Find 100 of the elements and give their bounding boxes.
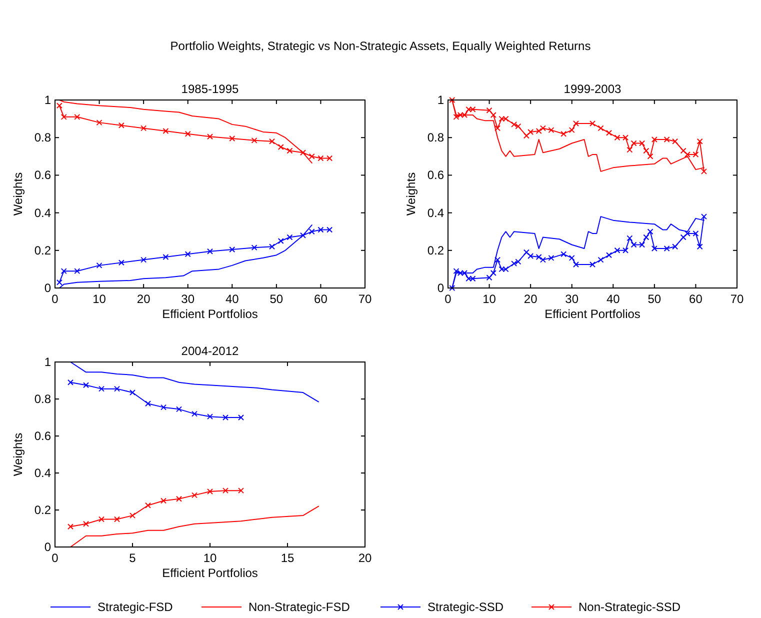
y-tick-label: 0.8: [34, 130, 52, 145]
y-tick-label: 1: [437, 93, 444, 107]
point: [626, 235, 633, 242]
point: [453, 268, 460, 274]
point: [511, 121, 518, 128]
point: [672, 244, 678, 250]
point: [548, 254, 554, 261]
line-series: [70, 362, 319, 402]
point: [269, 138, 275, 144]
x-tick-label: 60: [314, 292, 328, 306]
point: [684, 152, 690, 158]
y-tick-label: 1: [44, 355, 52, 369]
point: [614, 247, 620, 254]
y-tick-label: 0: [437, 281, 444, 295]
point: [96, 120, 102, 126]
y-tick-label: 0.4: [427, 206, 444, 220]
point: [523, 249, 530, 256]
point: [536, 128, 542, 134]
point: [449, 97, 456, 103]
point: [523, 132, 530, 139]
legend-label: Non-Strategic-FSD: [248, 600, 350, 614]
point: [511, 260, 518, 267]
point: [207, 414, 213, 420]
point: [568, 254, 575, 261]
point: [114, 386, 120, 392]
point: [572, 262, 579, 268]
point: [74, 268, 80, 274]
point: [630, 242, 637, 248]
point: [692, 230, 699, 236]
point: [498, 266, 505, 272]
y-tick-label: 0.8: [427, 130, 444, 145]
x-tick-label: 50: [270, 292, 284, 306]
x-axis-title: Efficient Portfolios: [162, 566, 258, 580]
x-tick-label: 70: [730, 292, 744, 306]
point: [56, 102, 62, 109]
point: [176, 496, 182, 502]
point: [453, 114, 460, 120]
point: [540, 256, 546, 263]
point: [145, 400, 151, 407]
point: [643, 148, 650, 154]
point: [647, 228, 654, 235]
point: [60, 268, 67, 274]
y-tick-label: 0.2: [34, 503, 52, 517]
point: [630, 140, 637, 146]
point: [229, 246, 236, 252]
x-tick-label: 50: [648, 292, 662, 306]
point: [118, 122, 124, 128]
point: [515, 258, 522, 265]
point: [614, 134, 620, 141]
y-tick-label: 0.6: [34, 429, 52, 443]
point: [680, 234, 686, 240]
x-tick-label: 20: [524, 292, 538, 306]
point: [140, 256, 147, 263]
point: [130, 390, 136, 396]
point: [222, 414, 228, 420]
point: [622, 247, 629, 254]
point: [598, 256, 604, 263]
point: [130, 512, 136, 519]
point: [207, 134, 213, 140]
point: [540, 125, 546, 132]
y-tick-label: 0.4: [34, 466, 52, 480]
y-tick-label: 0.6: [34, 168, 52, 182]
point: [651, 246, 658, 252]
legend-label: Non-Strategic-SSD: [578, 600, 681, 614]
point: [639, 140, 646, 146]
point: [590, 262, 596, 268]
point: [470, 276, 476, 282]
point: [449, 285, 456, 291]
point: [606, 252, 612, 258]
point: [318, 155, 324, 162]
point: [238, 488, 244, 494]
x-tick-label: 15: [280, 551, 294, 565]
x-tick-label: 5: [129, 551, 136, 565]
point: [160, 498, 166, 504]
x-tick-label: 30: [565, 292, 579, 306]
point: [68, 524, 74, 530]
point: [300, 150, 306, 156]
point: [622, 134, 629, 141]
point: [286, 148, 293, 154]
point: [318, 226, 324, 233]
point: [238, 414, 244, 420]
x-tick-label: 70: [358, 292, 372, 306]
point: [466, 276, 472, 282]
point: [664, 246, 670, 252]
point: [560, 130, 567, 137]
point: [639, 242, 646, 248]
chart-title: 2004-2012: [181, 344, 240, 358]
y-tick-label: 0.2: [34, 243, 52, 258]
point: [145, 502, 151, 508]
point: [606, 130, 612, 136]
legend-label: Strategic-FSD: [98, 600, 174, 614]
point: [184, 130, 191, 137]
point: [114, 516, 120, 522]
point: [74, 114, 80, 120]
point: [222, 488, 228, 494]
point: [326, 226, 333, 233]
x-tick-label: 10: [203, 551, 217, 565]
x-tick-label: 10: [92, 292, 106, 306]
point: [160, 404, 166, 410]
y-tick-label: 0.4: [34, 206, 52, 220]
